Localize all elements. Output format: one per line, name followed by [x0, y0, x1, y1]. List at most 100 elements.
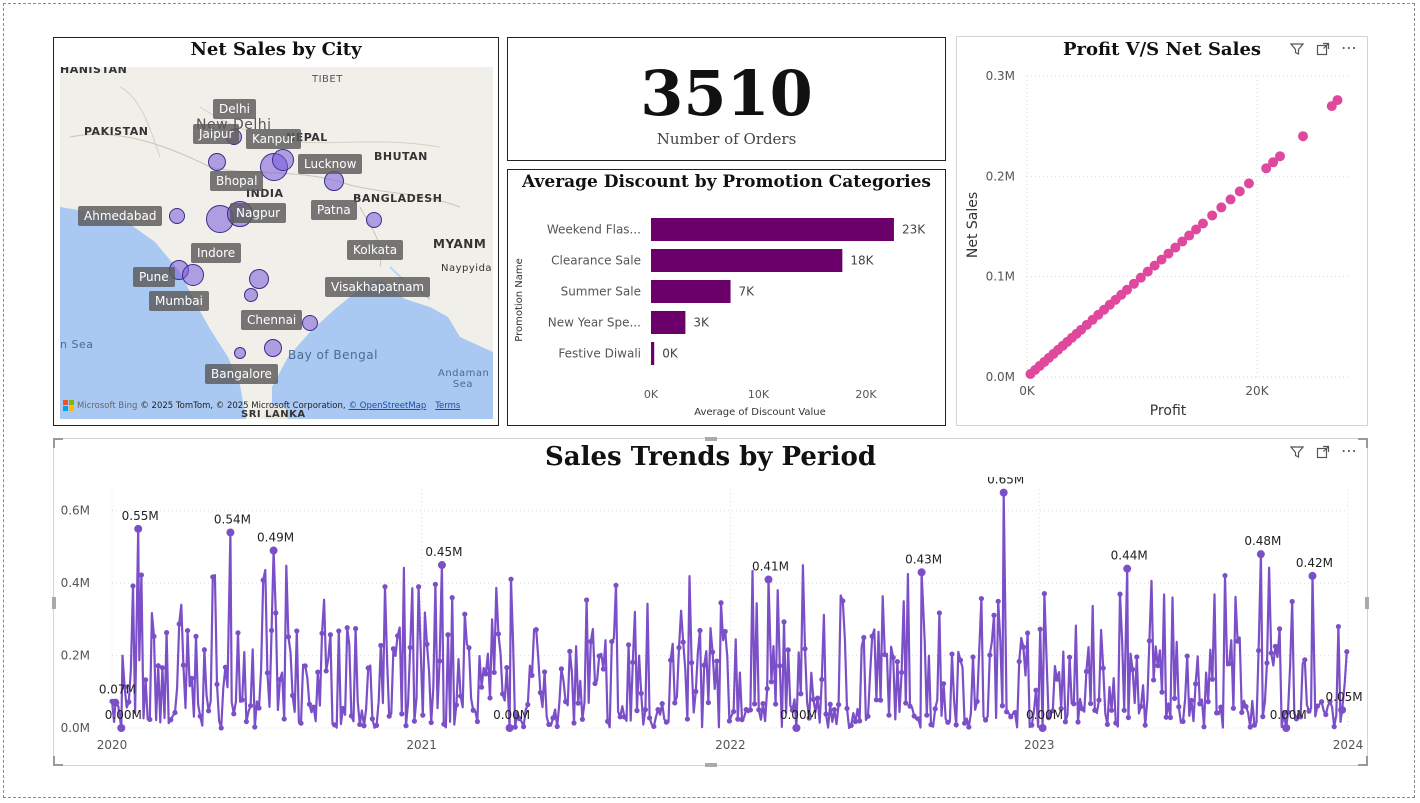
trend-point[interactable]: [369, 716, 375, 722]
scatter-point[interactable]: [1216, 202, 1227, 213]
filter-icon[interactable]: [1289, 445, 1305, 463]
trend-point[interactable]: [1239, 709, 1245, 716]
trend-point[interactable]: [395, 633, 401, 639]
trend-point[interactable]: [516, 716, 522, 722]
scatter-point[interactable]: [1332, 95, 1343, 106]
trend-point[interactable]: [1188, 697, 1194, 703]
trend-point[interactable]: [852, 718, 859, 725]
trend-point[interactable]: [474, 718, 480, 725]
trend-point[interactable]: [957, 657, 964, 663]
map-tile[interactable]: Net Sales by City HANISTAN TIBET PAKISTA…: [53, 37, 499, 426]
trend-point[interactable]: [420, 712, 426, 718]
trend-point[interactable]: [915, 716, 922, 722]
trend-point[interactable]: [869, 633, 875, 639]
trend-point[interactable]: [357, 721, 363, 728]
peak-point[interactable]: [1338, 705, 1347, 714]
trend-point[interactable]: [1130, 666, 1136, 673]
trend-point[interactable]: [1344, 649, 1350, 655]
trend-point[interactable]: [663, 719, 670, 725]
trend-point[interactable]: [1209, 676, 1215, 682]
trend-point[interactable]: [1008, 714, 1014, 720]
trend-point[interactable]: [1067, 654, 1073, 660]
trend-point[interactable]: [1226, 661, 1232, 667]
sales-trend-line-chart[interactable]: 0.0M 0.2M 0.4M 0.6M 2020 2021 2022 2023 2024 0.07…: [54, 477, 1367, 767]
trend-point[interactable]: [1197, 701, 1203, 707]
trend-point[interactable]: [1272, 643, 1278, 649]
trend-point[interactable]: [180, 662, 186, 668]
trend-point[interactable]: [949, 651, 955, 657]
trend-point[interactable]: [764, 686, 770, 692]
trend-point[interactable]: [1046, 715, 1052, 721]
trend-point[interactable]: [659, 701, 665, 707]
trend-point[interactable]: [836, 702, 842, 708]
trend-point[interactable]: [508, 576, 514, 582]
trend-point[interactable]: [899, 669, 905, 676]
trend-point[interactable]: [970, 654, 976, 660]
scatter-point[interactable]: [1298, 131, 1308, 142]
trend-chart-tile[interactable]: Sales Trends by Period ⋯ 0.0M 0.2M 0.4M 0.6…: [52, 437, 1369, 767]
trend-point[interactable]: [298, 720, 304, 726]
trend-point[interactable]: [735, 716, 741, 722]
trend-point[interactable]: [1163, 714, 1169, 720]
trend-point[interactable]: [878, 697, 884, 703]
trend-point[interactable]: [1251, 722, 1257, 728]
trend-point[interactable]: [1020, 644, 1026, 650]
trend-point[interactable]: [214, 681, 220, 687]
trend-point[interactable]: [1079, 706, 1085, 712]
trend-point[interactable]: [521, 724, 527, 730]
trend-point[interactable]: [319, 630, 325, 636]
trend-point[interactable]: [235, 630, 241, 636]
trend-point[interactable]: [630, 659, 636, 665]
city-bubble-visakhapatnam[interactable]: [302, 315, 318, 331]
trend-point[interactable]: [638, 690, 644, 697]
trend-point[interactable]: [571, 720, 577, 726]
resize-handle-right[interactable]: [1365, 597, 1369, 609]
trend-point[interactable]: [1268, 650, 1274, 656]
trend-point[interactable]: [1277, 626, 1283, 632]
trend-point[interactable]: [731, 708, 737, 715]
trend-point[interactable]: [1172, 695, 1178, 701]
trend-point[interactable]: [1012, 710, 1018, 716]
trend-point[interactable]: [1146, 638, 1152, 644]
trend-point[interactable]: [701, 662, 707, 668]
scatter-point[interactable]: [1207, 210, 1218, 221]
trend-point[interactable]: [1016, 658, 1022, 665]
trend-point[interactable]: [672, 700, 678, 706]
trend-point[interactable]: [382, 584, 388, 590]
trend-point[interactable]: [1184, 653, 1190, 659]
scatter-point[interactable]: [1191, 224, 1202, 235]
scatter-point[interactable]: [1261, 163, 1272, 174]
trend-point[interactable]: [126, 699, 132, 705]
trend-point[interactable]: [122, 684, 128, 690]
discount-chart-tile[interactable]: Average Discount by Promotion Categories…: [507, 169, 946, 426]
trend-point[interactable]: [1193, 681, 1199, 687]
trend-point[interactable]: [1293, 716, 1299, 722]
profit-vs-sales-scatter[interactable]: 0.0M 0.1M 0.2M 0.3M 0K 20K Net Sales Profit: [957, 65, 1367, 425]
scatter-point[interactable]: [1275, 151, 1285, 162]
trend-point[interactable]: [159, 665, 165, 671]
trend-point[interactable]: [1281, 710, 1287, 716]
trend-point[interactable]: [336, 628, 342, 634]
peak-point[interactable]: [917, 568, 926, 577]
trend-point[interactable]: [500, 691, 506, 697]
scatter-point[interactable]: [1225, 194, 1236, 205]
trend-point[interactable]: [726, 718, 733, 724]
trend-point[interactable]: [903, 700, 909, 706]
trend-point[interactable]: [1151, 677, 1157, 683]
trend-point[interactable]: [1029, 722, 1035, 728]
trend-point[interactable]: [600, 666, 607, 672]
trend-point[interactable]: [1335, 623, 1341, 630]
trend-point[interactable]: [306, 701, 312, 707]
trend-point[interactable]: [378, 642, 384, 649]
trend-point[interactable]: [130, 583, 136, 589]
trend-point[interactable]: [621, 714, 628, 720]
trend-point[interactable]: [537, 690, 543, 696]
trend-point[interactable]: [978, 595, 985, 602]
trend-point[interactable]: [928, 722, 934, 728]
trend-point[interactable]: [1037, 626, 1043, 632]
trend-point[interactable]: [1205, 699, 1211, 705]
peak-point[interactable]: [117, 724, 126, 732]
trend-point[interactable]: [718, 600, 724, 606]
trend-point[interactable]: [458, 693, 464, 699]
trend-point[interactable]: [1298, 714, 1304, 720]
